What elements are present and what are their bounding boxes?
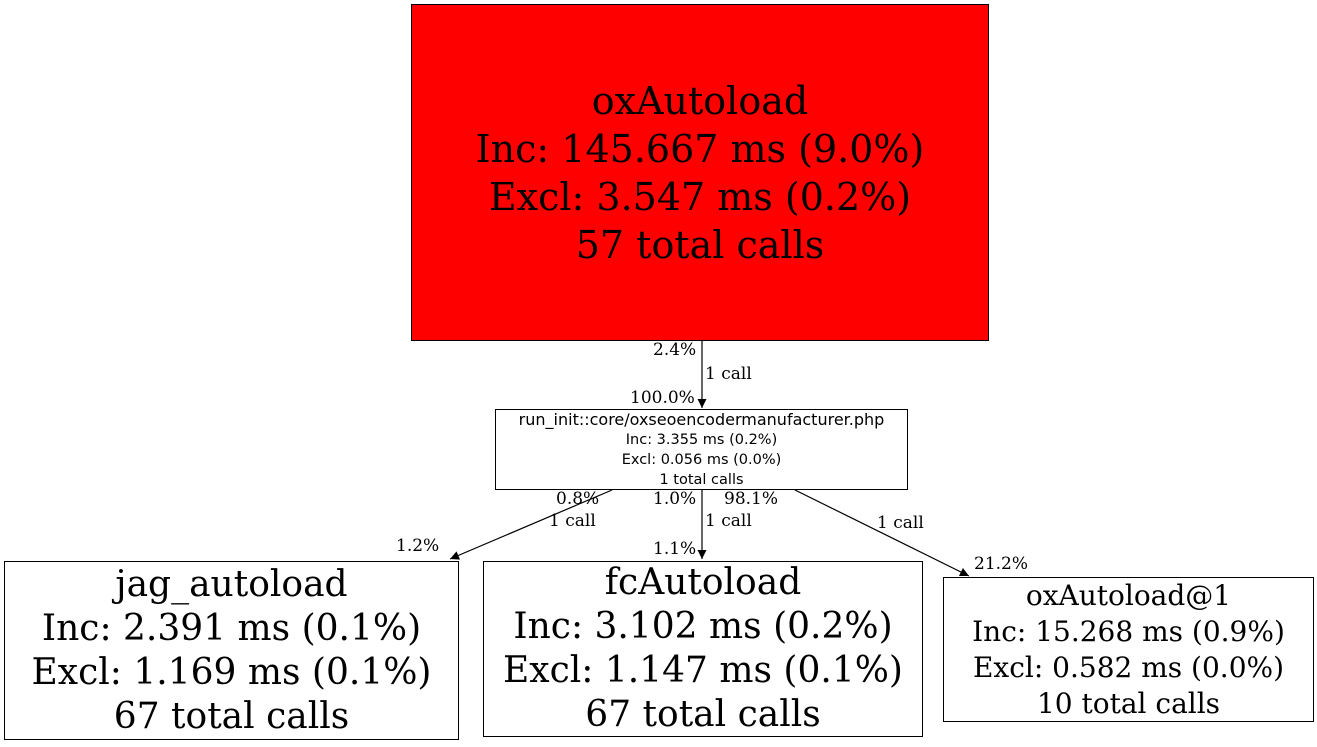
node-title: jag_autoload <box>115 563 348 605</box>
edge-tail-percent: 98.1% <box>724 489 779 509</box>
node-oxautoload: oxAutoload Inc: 145.667 ms (9.0%) Excl: … <box>411 4 989 341</box>
edge-tail-percent: 0.8% <box>556 489 600 509</box>
edge-call-count: 1 call <box>705 511 752 531</box>
node-inclusive-time: Inc: 2.391 ms (0.1%) <box>41 607 422 649</box>
node-exclusive-time: Excl: 1.147 ms (0.1%) <box>503 650 903 691</box>
edge-call-count: 1 call <box>549 511 596 531</box>
edge-head-percent: 1.1% <box>653 539 697 559</box>
node-jag-autoload: jag_autoload Inc: 2.391 ms (0.1%) Excl: … <box>4 561 459 740</box>
node-total-calls: 67 total calls <box>585 694 821 735</box>
node-exclusive-time: Excl: 0.056 ms (0.0%) <box>621 451 782 468</box>
node-title: oxAutoload@1 <box>1025 578 1232 612</box>
node-title: run_init::core/oxseoencodermanufacturer.… <box>518 409 885 429</box>
edge-tail-percent: 2.4% <box>653 340 697 360</box>
node-total-calls: 1 total calls <box>659 471 744 488</box>
node-run-init: run_init::core/oxseoencodermanufacturer.… <box>495 409 908 490</box>
node-inclusive-time: Inc: 3.102 ms (0.2%) <box>513 606 893 647</box>
node-fcautoload: fcAutoload Inc: 3.102 ms (0.2%) Excl: 1.… <box>483 561 923 737</box>
edge-call-count: 1 call <box>705 364 752 384</box>
edge-head-percent: 100.0% <box>630 388 695 408</box>
node-title: oxAutoload <box>591 78 809 123</box>
edge-tail-percent: 1.0% <box>653 489 697 509</box>
node-inclusive-time: Inc: 3.355 ms (0.2%) <box>625 431 778 448</box>
node-inclusive-time: Inc: 15.268 ms (0.9%) <box>972 614 1285 648</box>
edge-call-count: 1 call <box>877 513 924 533</box>
node-exclusive-time: Excl: 1.169 ms (0.1%) <box>31 651 432 693</box>
node-total-calls: 10 total calls <box>1036 686 1221 720</box>
node-inclusive-time: Inc: 145.667 ms (9.0%) <box>475 126 925 171</box>
edge-head-percent: 1.2% <box>396 536 440 556</box>
node-exclusive-time: Excl: 0.582 ms (0.0%) <box>972 650 1285 684</box>
node-total-calls: 57 total calls <box>575 222 825 267</box>
node-oxautoload-at-1: oxAutoload@1 Inc: 15.268 ms (0.9%) Excl:… <box>943 577 1314 722</box>
edge-head-percent: 21.2% <box>974 554 1029 574</box>
node-exclusive-time: Excl: 3.547 ms (0.2%) <box>488 174 912 219</box>
node-title: fcAutoload <box>604 562 802 603</box>
node-total-calls: 67 total calls <box>113 695 350 737</box>
